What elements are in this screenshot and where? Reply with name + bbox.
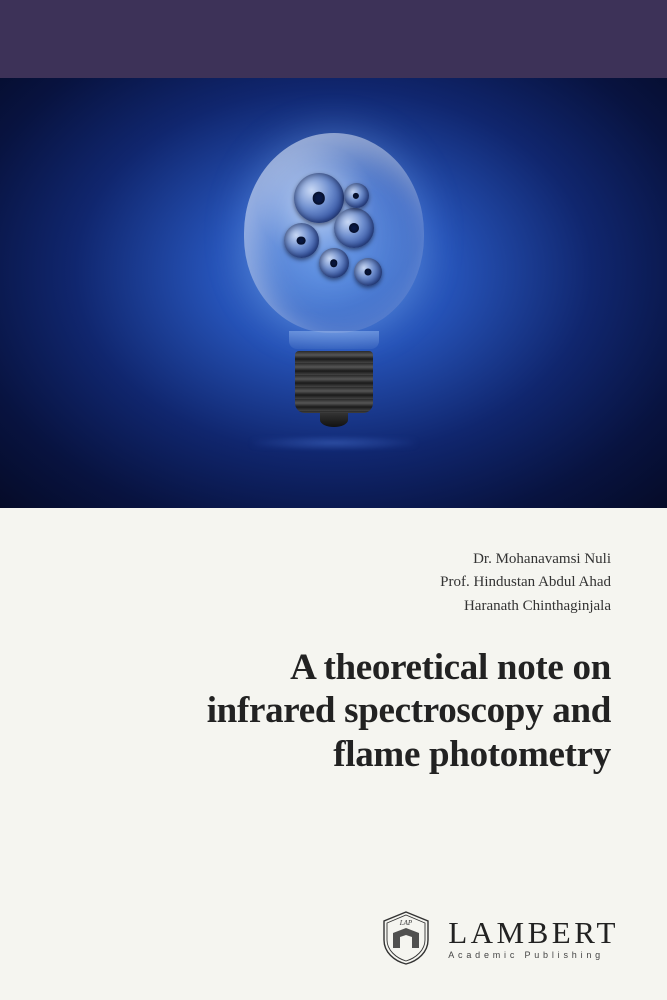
hero-image (0, 78, 667, 508)
bulb-neck (289, 331, 379, 349)
gears-cluster (264, 163, 404, 303)
bulb-tip (320, 413, 348, 427)
gear-icon (284, 223, 319, 258)
bulb-screw-base (295, 351, 373, 413)
author-list: Dr. Mohanavamsi Nuli Prof. Hindustan Abd… (56, 548, 611, 618)
gear-icon (354, 258, 382, 286)
badge-text: LAP (399, 919, 413, 927)
publisher-block: LAP LAMBERT Academic Publishing (378, 910, 619, 966)
gear-icon (319, 248, 349, 278)
bulb-reflection (254, 436, 414, 451)
gear-icon (294, 173, 344, 223)
author-line: Dr. Mohanavamsi Nuli (56, 548, 611, 571)
publisher-subtitle: Academic Publishing (448, 951, 619, 960)
book-title: A theoretical note on infrared spectrosc… (56, 646, 611, 777)
top-color-bar (0, 0, 667, 78)
bulb-glass (244, 133, 424, 333)
title-line: infrared spectroscopy and (56, 689, 611, 733)
gear-icon (334, 208, 374, 248)
lightbulb-illustration (224, 133, 444, 453)
gear-icon (344, 183, 369, 208)
title-line: A theoretical note on (56, 646, 611, 690)
text-content: Dr. Mohanavamsi Nuli Prof. Hindustan Abd… (0, 508, 667, 777)
publisher-logo-icon: LAP (378, 910, 434, 966)
author-line: Prof. Hindustan Abdul Ahad (56, 571, 611, 594)
publisher-text: LAMBERT Academic Publishing (448, 917, 619, 960)
publisher-name: LAMBERT (448, 917, 619, 948)
author-line: Haranath Chinthaginjala (56, 595, 611, 618)
title-line: flame photometry (56, 733, 611, 777)
